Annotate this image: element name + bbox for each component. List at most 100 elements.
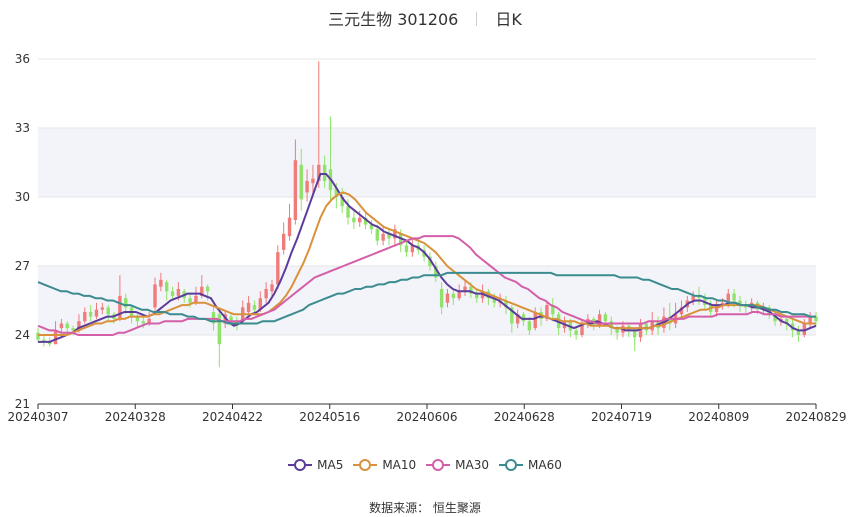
candle xyxy=(515,309,520,329)
legend-item-ma10[interactable]: MA10 xyxy=(353,458,416,472)
candle xyxy=(65,321,69,333)
candle-body xyxy=(773,314,777,322)
candle-body xyxy=(597,314,602,326)
band xyxy=(38,128,816,197)
candle xyxy=(299,148,303,211)
candle-body xyxy=(451,293,456,299)
candle xyxy=(632,328,637,352)
candle-body xyxy=(533,312,537,329)
candle-body xyxy=(802,323,807,335)
candle xyxy=(352,210,356,230)
candle xyxy=(375,224,379,246)
candle-body xyxy=(264,289,268,299)
x-tick-label: 20240628 xyxy=(494,410,555,424)
y-tick-label: 27 xyxy=(15,259,30,273)
candle-body xyxy=(164,282,169,292)
candle xyxy=(276,245,280,289)
candle xyxy=(434,261,438,283)
candle-body xyxy=(170,291,175,296)
candle xyxy=(59,318,64,333)
x-tick-label: 20240328 xyxy=(105,410,166,424)
candle-body xyxy=(118,295,122,319)
candle-body xyxy=(334,187,339,197)
candle xyxy=(270,279,274,296)
candle-body xyxy=(814,316,818,322)
candle-body xyxy=(305,180,309,193)
candle-body xyxy=(504,300,508,308)
candle-body xyxy=(88,312,93,317)
candle-body xyxy=(475,293,479,299)
legend-item-ma30[interactable]: MA30 xyxy=(426,458,489,472)
candle-body xyxy=(457,291,461,299)
candle-body xyxy=(393,229,397,239)
candle-body xyxy=(515,314,520,324)
data-source: 数据来源： 恒生聚源 xyxy=(369,501,481,515)
candle xyxy=(363,213,368,230)
candle-body xyxy=(574,330,578,335)
candle-body xyxy=(176,289,181,296)
candle-body xyxy=(679,307,684,315)
candle-body xyxy=(322,164,327,181)
candle-body xyxy=(194,295,198,303)
candle-body xyxy=(36,332,40,340)
candle-body xyxy=(252,305,257,310)
candle-body xyxy=(317,164,321,181)
candle-body xyxy=(346,206,350,218)
candle-body xyxy=(83,312,87,322)
candle-body xyxy=(732,293,736,301)
x-tick-label: 20240307 xyxy=(7,410,68,424)
candle-body xyxy=(59,323,64,329)
candle-body xyxy=(738,300,742,306)
candle-body xyxy=(200,286,204,296)
candle xyxy=(211,305,216,331)
candle-body xyxy=(53,330,58,345)
series-line-ma60 xyxy=(37,271,816,325)
candle-body xyxy=(381,233,385,241)
candle-body xyxy=(141,321,145,324)
candle-body xyxy=(94,309,99,317)
candle-body xyxy=(124,298,128,308)
legend-marker xyxy=(426,459,451,471)
candle-body xyxy=(211,312,216,324)
legend-item-ma60[interactable]: MA60 xyxy=(499,458,562,472)
candle-body xyxy=(293,160,298,220)
legend-marker xyxy=(499,459,524,471)
x-axis: 20240307 20240328 20240422 20240516 20240606… xyxy=(7,403,847,424)
x-tick-label: 20240422 xyxy=(202,410,263,424)
candle-body xyxy=(551,305,555,315)
candle xyxy=(609,316,613,335)
candle-body xyxy=(363,217,368,225)
candle-body xyxy=(609,321,613,329)
candle xyxy=(475,289,479,303)
candle xyxy=(445,289,450,308)
candle-body xyxy=(463,286,467,292)
chart-legend: MA5 MA10 MA30 MA60 xyxy=(0,458,850,474)
candle-body xyxy=(545,305,549,319)
candle xyxy=(404,240,409,257)
candle-body xyxy=(387,233,391,239)
legend-marker xyxy=(288,459,313,471)
candle-body xyxy=(42,339,46,342)
period-label: 日K xyxy=(495,10,522,29)
candle-body xyxy=(668,316,672,324)
candle xyxy=(42,335,46,347)
candle-body xyxy=(153,284,157,308)
candle xyxy=(808,312,812,329)
candle-body xyxy=(188,298,192,303)
legend-marker xyxy=(353,459,378,471)
x-tick-label: 20240719 xyxy=(591,410,652,424)
candle-body xyxy=(106,307,110,315)
candle-body xyxy=(469,286,473,294)
candle xyxy=(551,298,555,322)
candle-body xyxy=(159,279,163,287)
candle xyxy=(457,284,461,301)
legend-item-ma5[interactable]: MA5 xyxy=(288,458,343,472)
candle-body xyxy=(744,305,748,308)
legend-label: MA10 xyxy=(382,458,417,472)
x-tick-label: 20240809 xyxy=(688,410,749,424)
grid-lines xyxy=(38,58,816,405)
candle-body xyxy=(434,266,438,278)
title-separator xyxy=(476,12,478,26)
candle xyxy=(668,302,672,331)
